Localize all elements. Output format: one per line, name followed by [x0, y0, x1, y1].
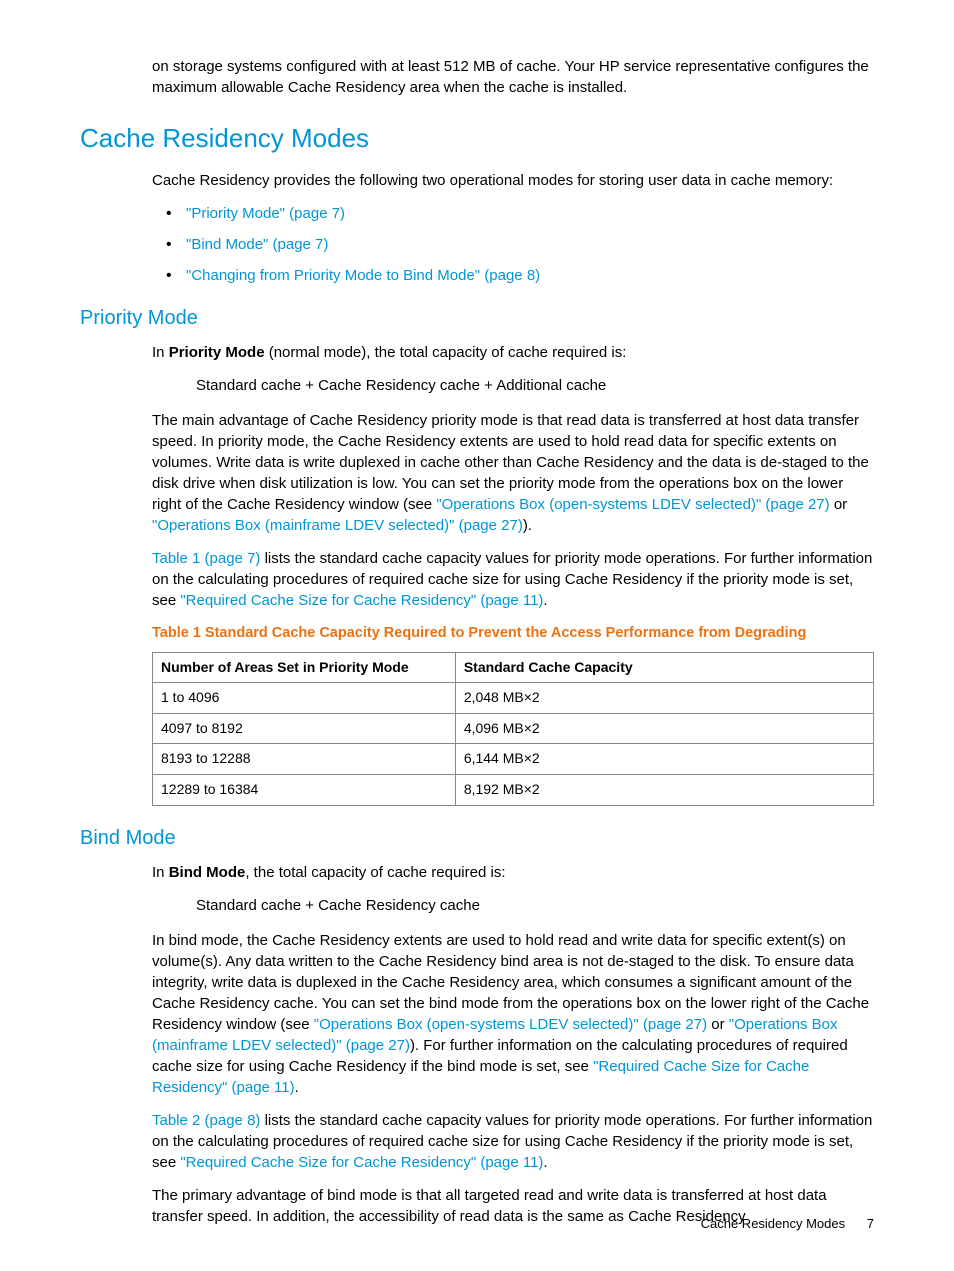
text: , the total capacity of cache required i… [245, 864, 505, 881]
bind-table-ref-paragraph: Table 2 (page 8) lists the standard cach… [152, 1110, 874, 1173]
table-row: 4097 to 8192 4,096 MB×2 [153, 713, 874, 744]
cross-reference-link[interactable]: "Operations Box (open-systems LDEV selec… [314, 1016, 707, 1033]
text: ). [523, 517, 532, 534]
priority-intro-paragraph: In Priority Mode (normal mode), the tota… [152, 342, 874, 363]
cross-reference-link[interactable]: Table 2 (page 8) [152, 1112, 260, 1129]
table-cell: 8,192 MB×2 [455, 775, 873, 806]
cross-reference-link[interactable]: "Required Cache Size for Cache Residency… [180, 1154, 543, 1171]
table-caption: Table 1 Standard Cache Capacity Required… [152, 623, 874, 643]
cross-reference-link[interactable]: "Operations Box (mainframe LDEV selected… [152, 517, 523, 534]
table-cell: 8193 to 12288 [153, 744, 456, 775]
table-cell: 2,048 MB×2 [455, 683, 873, 714]
priority-table-ref-paragraph: Table 1 (page 7) lists the standard cach… [152, 548, 874, 611]
section-heading-priority-mode: Priority Mode [80, 304, 874, 332]
cross-reference-link[interactable]: Table 1 (page 7) [152, 550, 260, 567]
table-header-row: Number of Areas Set in Priority Mode Sta… [153, 652, 874, 683]
list-link[interactable]: "Priority Mode" (page 7) [186, 205, 345, 222]
text: In [152, 864, 169, 881]
modes-list: "Priority Mode" (page 7) "Bind Mode" (pa… [152, 203, 874, 286]
modes-intro-paragraph: Cache Residency provides the following t… [152, 170, 874, 191]
bind-intro-paragraph: In Bind Mode, the total capacity of cach… [152, 862, 874, 883]
priority-formula: Standard cache + Cache Residency cache +… [196, 375, 874, 396]
text: (normal mode), the total capacity of cac… [265, 344, 627, 361]
table-row: 8193 to 12288 6,144 MB×2 [153, 744, 874, 775]
bold-text: Priority Mode [169, 344, 265, 361]
list-item: "Changing from Priority Mode to Bind Mod… [152, 265, 874, 286]
list-link[interactable]: "Bind Mode" (page 7) [186, 236, 328, 253]
list-item: "Bind Mode" (page 7) [152, 234, 874, 255]
text: . [543, 592, 547, 609]
table-cell: 4,096 MB×2 [455, 713, 873, 744]
list-link[interactable]: "Changing from Priority Mode to Bind Mod… [186, 267, 540, 284]
text: In [152, 344, 169, 361]
section-heading-bind-mode: Bind Mode [80, 824, 874, 852]
bind-description-paragraph: In bind mode, the Cache Residency extent… [152, 930, 874, 1098]
table-cell: 6,144 MB×2 [455, 744, 873, 775]
table-header-cell: Standard Cache Capacity [455, 652, 873, 683]
table-cell: 4097 to 8192 [153, 713, 456, 744]
text: or [707, 1016, 729, 1033]
text: . [543, 1154, 547, 1171]
intro-paragraph: on storage systems configured with at le… [152, 56, 874, 98]
table-row: 1 to 4096 2,048 MB×2 [153, 683, 874, 714]
list-item: "Priority Mode" (page 7) [152, 203, 874, 224]
cross-reference-link[interactable]: "Operations Box (open-systems LDEV selec… [436, 496, 829, 513]
bind-formula: Standard cache + Cache Residency cache [196, 895, 874, 916]
page-number: 7 [867, 1216, 874, 1231]
section-heading-cache-residency-modes: Cache Residency Modes [80, 120, 874, 156]
cross-reference-link[interactable]: "Required Cache Size for Cache Residency… [180, 592, 543, 609]
footer-label: Cache Residency Modes [701, 1216, 846, 1231]
table-row: 12289 to 16384 8,192 MB×2 [153, 775, 874, 806]
page-footer: Cache Residency Modes 7 [701, 1215, 874, 1233]
table-cell: 1 to 4096 [153, 683, 456, 714]
text: or [830, 496, 848, 513]
priority-description-paragraph: The main advantage of Cache Residency pr… [152, 410, 874, 536]
standard-cache-capacity-table: Number of Areas Set in Priority Mode Sta… [152, 652, 874, 806]
bold-text: Bind Mode [169, 864, 246, 881]
table-header-cell: Number of Areas Set in Priority Mode [153, 652, 456, 683]
text: . [295, 1079, 299, 1096]
table-cell: 12289 to 16384 [153, 775, 456, 806]
